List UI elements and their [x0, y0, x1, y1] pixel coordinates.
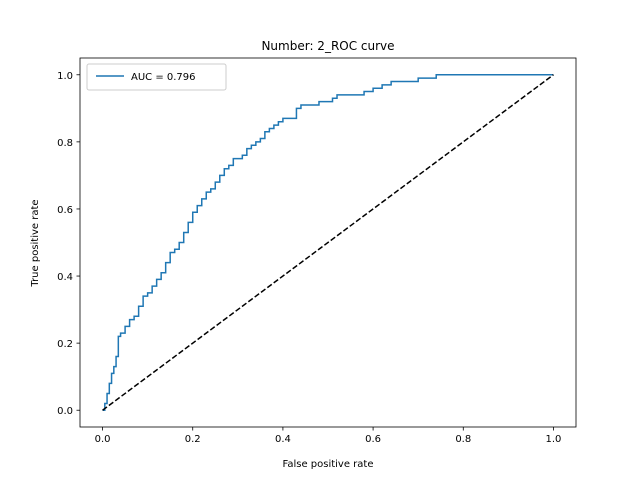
- y-tick-label: 0.8: [57, 138, 73, 149]
- x-tick-label: 0.6: [365, 434, 381, 445]
- chart-title: Number: 2_ROC curve: [261, 39, 394, 53]
- y-tick-label: 0.0: [57, 406, 73, 417]
- x-tick-label: 0.4: [275, 434, 291, 445]
- x-axis-label: False positive rate: [283, 459, 374, 470]
- plot-area: 0.0 0.2 0.4 0.6 0.8 1.0 0.0 0.2 0.4 0.6 0.8 1.0: [57, 57, 577, 445]
- legend-entry-label: AUC = 0.796: [131, 72, 196, 83]
- y-tick-label: 0.4: [57, 272, 73, 283]
- x-tick-label: 0.2: [185, 434, 201, 445]
- legend-frame: [86, 63, 227, 91]
- roc-curve-line: [102, 74, 554, 411]
- x-tick-label: 0.8: [455, 434, 471, 445]
- x-tick-label: 1.0: [546, 434, 562, 445]
- x-tick-label: 0.0: [95, 434, 111, 445]
- y-tick-label: 0.2: [57, 339, 73, 350]
- legend: AUC = 0.796: [86, 63, 227, 91]
- y-tick-label: 1.0: [57, 71, 73, 82]
- chance-diagonal-line: [102, 74, 554, 411]
- plot-frame: [79, 57, 577, 428]
- y-axis-label: True positive rate: [30, 199, 41, 287]
- y-tick-label: 0.6: [57, 205, 73, 216]
